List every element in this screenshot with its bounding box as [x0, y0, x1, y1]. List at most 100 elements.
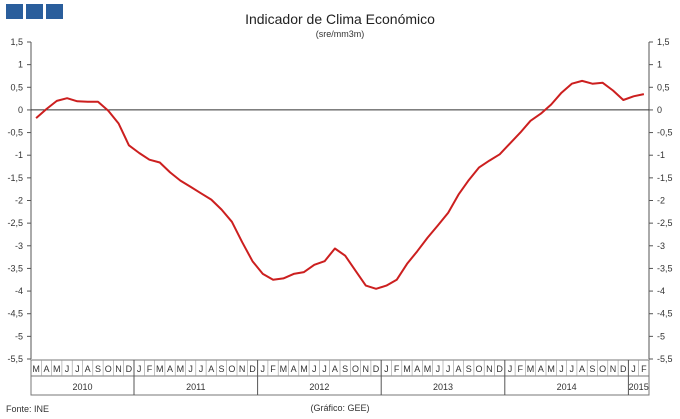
- x-month-label: D: [126, 364, 133, 374]
- x-month-label: S: [589, 364, 595, 374]
- x-month-label: J: [559, 364, 564, 374]
- x-month-label: N: [239, 364, 246, 374]
- y-tick-label-left: -3: [15, 241, 23, 251]
- y-tick-label-left: 1,5: [10, 37, 23, 47]
- x-month-label: N: [610, 364, 617, 374]
- x-month-label: J: [75, 364, 80, 374]
- x-month-label: D: [496, 364, 503, 374]
- x-month-label: F: [518, 364, 524, 374]
- x-month-label: S: [219, 364, 225, 374]
- x-month-label: M: [527, 364, 535, 374]
- x-month-label: J: [261, 364, 266, 374]
- x-month-label: M: [32, 364, 40, 374]
- x-month-label: J: [570, 364, 575, 374]
- y-tick-label-right: -2,5: [657, 218, 673, 228]
- x-year-label: 2013: [433, 382, 453, 392]
- x-month-label: M: [424, 364, 432, 374]
- y-tick-label-right: -3,5: [657, 263, 673, 273]
- x-month-label: F: [270, 364, 276, 374]
- x-month-label: A: [538, 364, 544, 374]
- x-year-label: 2012: [309, 382, 329, 392]
- x-month-label: O: [352, 364, 359, 374]
- x-month-label: A: [85, 364, 91, 374]
- x-year-label: 2011: [186, 382, 205, 392]
- y-tick-label-left: 0: [18, 105, 23, 115]
- y-tick-label-right: -2: [657, 196, 665, 206]
- y-tick-label-right: 0,5: [657, 82, 670, 92]
- x-month-label: D: [620, 364, 627, 374]
- y-tick-label-left: -2,5: [7, 218, 23, 228]
- y-tick-label-left: -4,5: [7, 309, 23, 319]
- chart-subtitle: (sre/mm3m): [315, 29, 365, 39]
- x-month-label: O: [476, 364, 483, 374]
- x-month-label: A: [579, 364, 585, 374]
- logo-square: [46, 4, 63, 19]
- x-month-label: N: [486, 364, 493, 374]
- y-tick-label-right: -5,5: [657, 354, 673, 364]
- x-month-label: A: [332, 364, 338, 374]
- x-month-label: J: [384, 364, 389, 374]
- x-month-label: S: [95, 364, 101, 374]
- y-tick-label-right: 1,5: [657, 37, 670, 47]
- x-month-label: M: [156, 364, 164, 374]
- y-tick-label-right: -0,5: [657, 128, 673, 138]
- x-month-label: O: [228, 364, 235, 374]
- source-note: Fonte: INE: [6, 404, 50, 414]
- x-month-label: J: [199, 364, 204, 374]
- y-tick-label-left: 1: [18, 60, 23, 70]
- y-tick-label-left: -1: [15, 150, 23, 160]
- x-year-label: 2014: [557, 382, 577, 392]
- y-tick-label-right: 1: [657, 60, 662, 70]
- x-year-label: 2015: [629, 382, 649, 392]
- x-month-label: D: [373, 364, 380, 374]
- y-tick-label-left: 0,5: [10, 82, 23, 92]
- x-month-label: F: [641, 364, 647, 374]
- x-year-label: 2010: [72, 382, 92, 392]
- x-month-label: A: [414, 364, 420, 374]
- y-tick-label-left: -4: [15, 286, 23, 296]
- y-tick-label-right: -1: [657, 150, 665, 160]
- y-tick-label-right: -4: [657, 286, 665, 296]
- x-month-label: A: [167, 364, 173, 374]
- x-month-label: J: [322, 364, 327, 374]
- y-tick-label-left: -5,5: [7, 354, 23, 364]
- y-tick-label-right: -5: [657, 331, 665, 341]
- x-month-label: M: [280, 364, 288, 374]
- chart-title: Indicador de Clima Económico: [245, 11, 435, 27]
- x-month-label: A: [455, 364, 461, 374]
- x-month-label: M: [177, 364, 185, 374]
- x-month-label: F: [147, 364, 153, 374]
- x-month-label: D: [249, 364, 256, 374]
- x-month-label: N: [115, 364, 122, 374]
- chart-credit: (Gráfico: GEE): [310, 403, 370, 413]
- x-month-label: M: [53, 364, 61, 374]
- x-month-label: S: [466, 364, 472, 374]
- x-month-label: M: [547, 364, 555, 374]
- x-month-label: M: [300, 364, 308, 374]
- x-month-label: J: [631, 364, 636, 374]
- x-month-label: O: [105, 364, 112, 374]
- y-tick-label-right: 0: [657, 105, 662, 115]
- logo-square: [6, 4, 23, 19]
- x-month-label: A: [43, 364, 49, 374]
- x-month-label: A: [208, 364, 214, 374]
- x-month-label: S: [342, 364, 348, 374]
- x-month-label: O: [599, 364, 606, 374]
- ine-logo-icon: [6, 4, 63, 19]
- x-month-label: F: [394, 364, 400, 374]
- x-month-label: J: [312, 364, 317, 374]
- x-month-label: A: [291, 364, 297, 374]
- y-tick-label-left: -3,5: [7, 263, 23, 273]
- x-month-label: J: [446, 364, 451, 374]
- x-month-label: J: [508, 364, 513, 374]
- x-month-label: N: [363, 364, 370, 374]
- y-tick-label-right: -1,5: [657, 173, 673, 183]
- x-month-label: J: [137, 364, 142, 374]
- y-tick-label-left: -2: [15, 196, 23, 206]
- x-month-label: J: [65, 364, 70, 374]
- y-tick-label-right: -4,5: [657, 309, 673, 319]
- y-tick-label-left: -5: [15, 331, 23, 341]
- series-line: [35, 79, 645, 290]
- y-tick-label-left: -1,5: [7, 173, 23, 183]
